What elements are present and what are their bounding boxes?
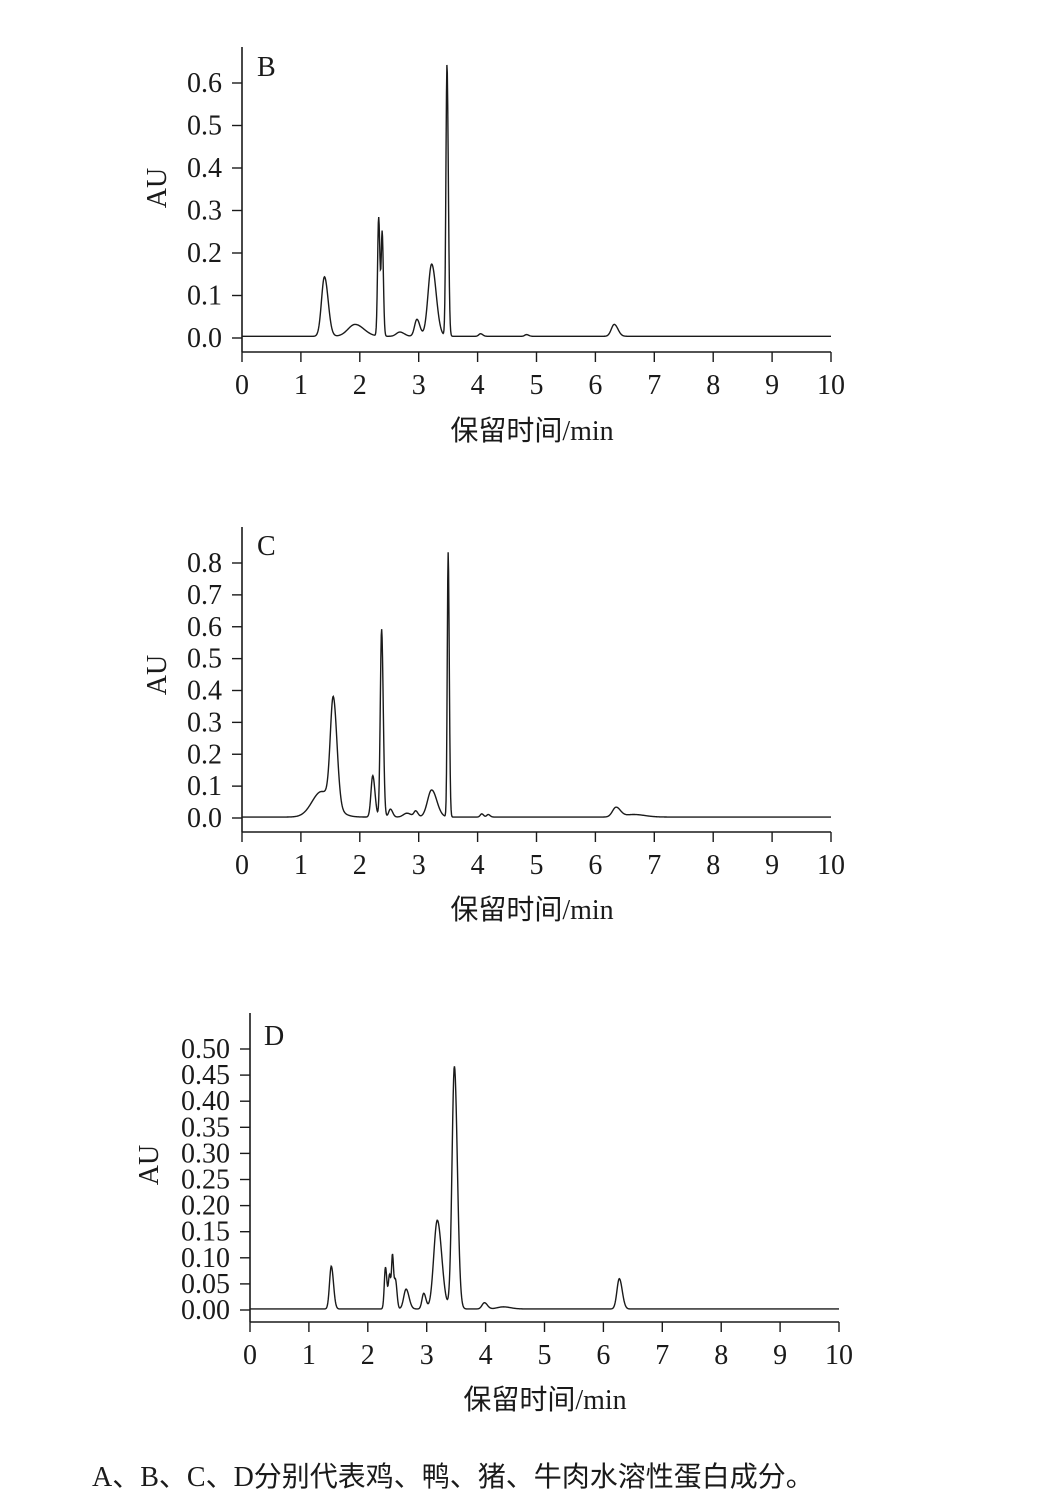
x-tick-label-b: 2 (353, 370, 367, 401)
y-tick-label-d: 0.00 (181, 1295, 230, 1326)
y-tick-label-d: 0.50 (181, 1034, 230, 1065)
y-tick-label-c: 0.5 (187, 644, 222, 675)
x-tick-label-d: 4 (479, 1340, 493, 1371)
x-tick-label-b: 4 (471, 370, 485, 401)
x-axis-title-d: 保留时间/min (463, 1384, 626, 1416)
y-tick-label-d: 0.35 (181, 1112, 230, 1143)
y-tick-label-d: 0.20 (181, 1191, 230, 1222)
panel-label-d: D (264, 1021, 284, 1052)
x-tick-label-b: 1 (294, 370, 308, 401)
x-tick-label-c: 8 (706, 850, 720, 881)
y-tick-label-c: 0.6 (187, 612, 222, 643)
y-tick-label-d: 0.45 (181, 1060, 230, 1091)
axes-b: 0.0 0.1 0.2 0.3 0.4 0.5 0.6 0 1 2 3 4 5 6 7 8 9 10 (187, 47, 845, 401)
x-tick-label-d: 2 (361, 1340, 375, 1371)
y-tick-label-b: 0.5 (187, 111, 222, 142)
chromatogram-trace-d (250, 1066, 839, 1310)
y-tick-label-c: 0.0 (187, 803, 222, 834)
x-tick-label-c: 0 (235, 850, 249, 881)
x-tick-label-d: 8 (714, 1340, 728, 1371)
x-tick-label-c: 7 (647, 850, 661, 881)
x-tick-label-d: 3 (420, 1340, 434, 1371)
x-tick-label-c: 1 (294, 850, 308, 881)
y-tick-label-b: 0.6 (187, 68, 222, 99)
panel-label-c: C (257, 531, 276, 562)
x-tick-label-d: 6 (596, 1340, 610, 1371)
x-tick-label-d: 7 (655, 1340, 669, 1371)
chromatogram-trace-c (242, 552, 831, 818)
y-tick-label-d: 0.30 (181, 1138, 230, 1169)
panel-label-b: B (257, 52, 276, 83)
x-tick-label-d: 5 (538, 1340, 552, 1371)
chart-panel-c: 0.00.10.20.30.40.50.60.70.80 1 2 3 4 5 6 7 8 9 10 … (142, 527, 845, 926)
x-tick-label-c: 6 (588, 850, 602, 881)
x-tick-label-b: 5 (530, 370, 544, 401)
x-tick-label-c: 10 (817, 850, 845, 881)
x-axis-title-b: 保留时间/min (450, 415, 613, 447)
y-axis-title-b: AU (142, 168, 173, 208)
x-tick-label-b: 10 (817, 370, 845, 401)
y-tick-label-b: 0.1 (187, 281, 222, 312)
y-tick-label-b: 0.0 (187, 323, 222, 354)
y-tick-label-d: 0.15 (181, 1217, 230, 1248)
x-tick-label-c: 5 (530, 850, 544, 881)
y-tick-label-b: 0.4 (187, 153, 222, 184)
x-tick-label-c: 4 (471, 850, 485, 881)
x-tick-label-b: 8 (706, 370, 720, 401)
chart-panel-d: 0.000.050.100.150.200.250.300.350.400.45… (134, 1013, 853, 1416)
x-axis-title-c: 保留时间/min (450, 894, 613, 926)
y-tick-label-b: 0.3 (187, 196, 222, 227)
y-tick-label-c: 0.3 (187, 707, 222, 738)
x-tick-label-c: 9 (765, 850, 779, 881)
x-tick-label-c: 2 (353, 850, 367, 881)
x-tick-label-d: 1 (302, 1340, 316, 1371)
y-tick-label-c: 0.4 (187, 676, 222, 707)
y-tick-label-c: 0.8 (187, 548, 222, 579)
y-tick-label-c: 0.1 (187, 771, 222, 802)
y-tick-label-b: 0.2 (187, 238, 222, 269)
axes-d: 0.000.050.100.150.200.250.300.350.400.45… (181, 1013, 853, 1371)
x-tick-label-d: 9 (773, 1340, 787, 1371)
y-tick-label-d: 0.10 (181, 1243, 230, 1274)
y-tick-label-c: 0.2 (187, 739, 222, 770)
x-tick-label-b: 6 (588, 370, 602, 401)
axes-c: 0.00.10.20.30.40.50.60.70.8 0 1 2 3 4 5 6 7 8 9 10 (187, 527, 845, 881)
y-axis-title-c: AU (142, 655, 173, 695)
y-axis-title-d: AU (134, 1145, 165, 1185)
x-tick-label-c: 3 (412, 850, 426, 881)
x-tick-label-b: 7 (647, 370, 661, 401)
x-tick-label-b: 9 (765, 370, 779, 401)
chart-panel-b: 0.0 0.1 0.2 0.3 0.4 0.5 0.6 0 1 2 3 4 5 6 7 8 9 10 B AU 保… (142, 47, 845, 447)
x-tick-label-b: 0 (235, 370, 249, 401)
y-tick-label-d: 0.40 (181, 1086, 230, 1117)
x-tick-label-d: 0 (243, 1340, 257, 1371)
x-tick-label-d: 10 (825, 1340, 853, 1371)
chromatogram-trace-b (242, 64, 831, 337)
x-tick-label-b: 3 (412, 370, 426, 401)
y-tick-label-d: 0.25 (181, 1165, 230, 1196)
figure-caption: A、B、C、D分别代表鸡、鸭、猪、牛肉水溶性蛋白成分。 (92, 1462, 814, 1493)
y-tick-label-c: 0.7 (187, 580, 222, 611)
y-tick-label-d: 0.05 (181, 1269, 230, 1300)
